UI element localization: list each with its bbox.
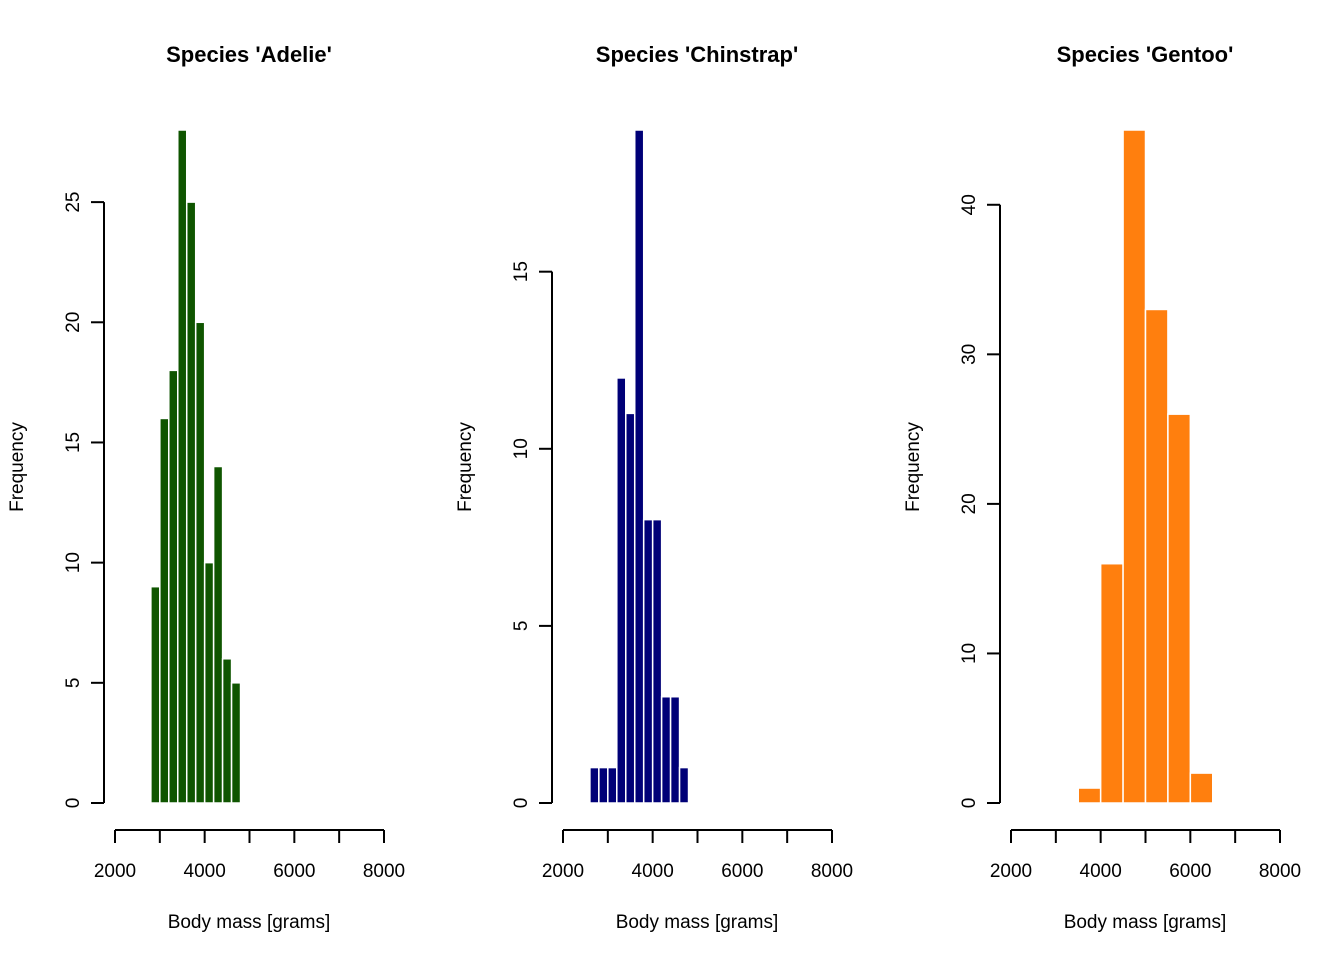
histogram-bar [633,129,645,804]
y-tick-label: 25 [63,192,84,213]
y-tick-label: 0 [511,798,532,809]
panel-gentoo: Species 'Gentoo' Body mass [grams] Frequ… [903,42,1301,933]
bars [150,129,242,804]
x-axis-label: Body mass [grams] [1064,912,1227,933]
histogram-bar [1122,129,1147,804]
x-tick-label: 2000 [542,861,584,882]
bars [589,129,690,804]
y-tick-label: 20 [63,312,84,333]
panel-title: Species 'Adelie' [166,42,332,67]
histogram-bar [1189,772,1214,804]
x-tick-label: 8000 [811,861,853,882]
y-tick-label: 0 [63,798,84,809]
x-tick-label: 2000 [990,861,1032,882]
histogram-bar [678,766,690,804]
bars [1077,129,1214,804]
histogram-bar [660,695,672,804]
x-tick-label: 8000 [363,861,405,882]
y-axis-label: Frequency [455,422,476,512]
x-tick-label: 8000 [1259,861,1301,882]
x-tick-label: 4000 [1080,861,1122,882]
y-axis-label: Frequency [7,422,28,512]
y-tick-label: 10 [63,552,84,573]
y-tick-label: 15 [63,432,84,453]
y-tick-label: 20 [959,493,980,514]
x-tick-label: 6000 [721,861,763,882]
panel-adelie: Species 'Adelie' Body mass [grams] Frequ… [7,42,405,933]
histogram-bar [203,561,215,804]
x-tick-label: 4000 [184,861,226,882]
panel-title: Species 'Gentoo' [1057,42,1234,67]
histogram-bar [1099,562,1124,804]
histogram-bar [159,417,170,804]
histogram-bar [185,201,197,804]
histogram-bar [625,412,636,804]
histogram-bar [177,129,188,804]
y-tick-label: 0 [959,798,980,809]
y-tick-label: 10 [959,643,980,664]
histogram-bar [230,682,242,804]
x-tick-label: 6000 [1169,861,1211,882]
y-tick-label: 5 [63,678,84,689]
histogram-bar [607,766,618,804]
histogram-bar [651,518,663,804]
histogram-bar [212,465,224,804]
histogram-bar [642,518,654,804]
y-tick-label: 40 [959,194,980,215]
histogram-bar [1144,308,1169,804]
histogram-bar [616,377,627,804]
histogram-bar [168,369,179,804]
x-axis-label: Body mass [grams] [616,912,779,933]
histogram-bar [194,321,206,804]
histogram-bar [221,658,233,804]
x-tick-label: 6000 [273,861,315,882]
panel-chinstrap: Species 'Chinstrap' Body mass [grams] Fr… [455,42,853,933]
y-tick-label: 30 [959,344,980,365]
histogram-bar [150,585,161,804]
x-tick-label: 2000 [94,861,136,882]
x-axis-label: Body mass [grams] [168,912,331,933]
panel-title: Species 'Chinstrap' [596,42,798,67]
y-axis-label: Frequency [903,422,924,512]
histogram-bar [1167,413,1192,804]
histogram-bar [669,695,681,804]
histogram-bar [598,766,609,804]
y-tick-label: 15 [511,261,532,282]
y-tick-label: 5 [511,621,532,632]
histogram-bar [589,766,600,804]
histogram-bar [1077,787,1102,804]
x-tick-label: 4000 [632,861,674,882]
y-tick-label: 10 [511,438,532,459]
